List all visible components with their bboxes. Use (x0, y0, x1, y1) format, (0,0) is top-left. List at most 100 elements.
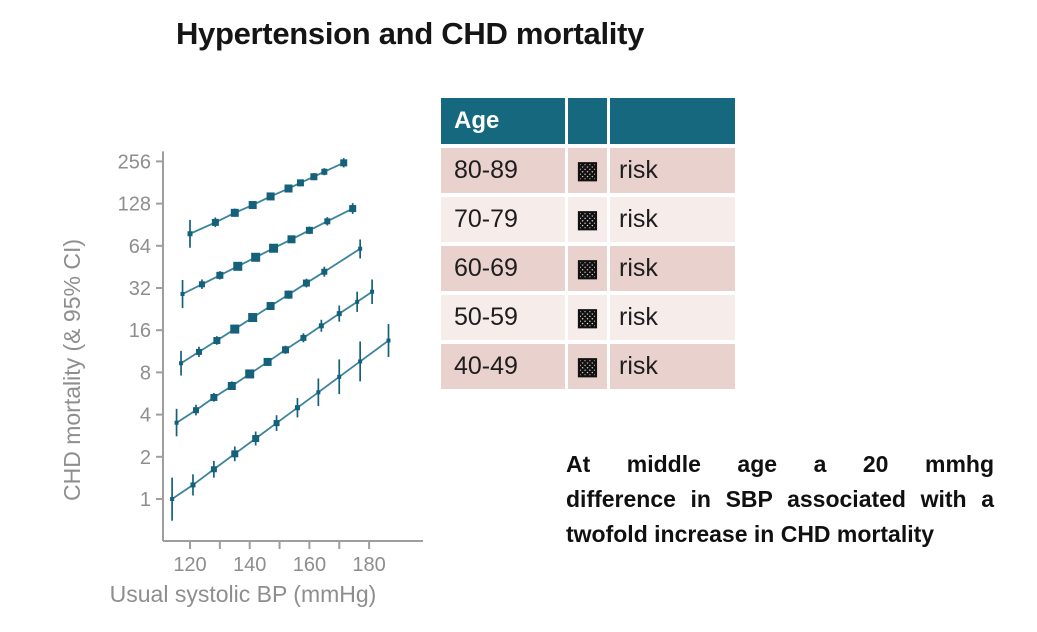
data-point-marker (266, 302, 275, 311)
x-tick-label: 120 (173, 554, 206, 576)
data-point-marker (287, 235, 296, 244)
data-point-marker (180, 291, 185, 296)
risk-cell: risk (610, 344, 735, 389)
data-point-marker (321, 268, 328, 275)
data-point-marker (282, 346, 290, 354)
data-point-marker (252, 435, 260, 443)
y-tick-label: 64 (129, 236, 151, 258)
risk-glyph-icon: ▩ (568, 295, 607, 340)
x-tick-label: 180 (352, 554, 385, 576)
risk-glyph-icon: ▩ (568, 246, 607, 291)
key-message-line: twofold increase in CHD mortality (566, 521, 935, 547)
data-point-marker (370, 289, 375, 294)
data-point-marker (337, 374, 342, 379)
data-point-marker (324, 218, 331, 225)
data-point-marker (316, 390, 321, 395)
key-message-line: At middle age a 20 mmhg (566, 451, 994, 477)
data-point-marker (195, 348, 202, 355)
data-point-marker (213, 337, 221, 345)
data-point-marker (210, 466, 217, 473)
empty-column-header (568, 98, 607, 144)
data-point-marker (284, 290, 293, 299)
age-cell: 70-79 (441, 197, 565, 242)
data-point-marker (284, 184, 293, 193)
x-tick-label: 160 (293, 554, 326, 576)
data-point-marker (211, 218, 219, 226)
age-cell: 80-89 (441, 148, 565, 193)
risk-glyph-icon: ▩ (568, 197, 607, 242)
y-tick-label: 2 (140, 447, 151, 469)
chd-chart-svg: 1 2 4 8 16 32 64 128 256 120 140 160 180 CHD mortalit… (59, 151, 423, 607)
age-cell: 60-69 (441, 246, 565, 291)
series-line (182, 207, 354, 295)
risk-cell: risk (610, 295, 735, 340)
data-point-marker (231, 450, 239, 458)
data-point-marker (190, 482, 196, 488)
data-point-marker (210, 393, 218, 401)
data-point-marker (318, 323, 324, 329)
age-cell: 40-49 (441, 344, 565, 389)
data-point-marker (386, 338, 391, 343)
data-point-marker (305, 226, 313, 234)
data-point-marker (300, 334, 307, 341)
data-point-marker (233, 261, 243, 271)
series-60-69 (179, 239, 363, 376)
series-line (171, 339, 390, 500)
key-message-line: difference in SBP associated with a (566, 486, 994, 512)
series-50-59 (174, 279, 375, 437)
data-point-marker (358, 359, 363, 364)
series-70-79 (180, 203, 357, 309)
data-point-marker (179, 361, 184, 366)
data-point-marker (358, 246, 363, 251)
data-point-marker (340, 159, 348, 167)
risk-cell: risk (610, 148, 735, 193)
series-40-49 (170, 324, 391, 521)
data-point-marker (310, 173, 318, 181)
series-80-89 (187, 158, 348, 248)
x-axis-label: Usual systolic BP (mmHg) (110, 581, 377, 607)
data-point-marker (269, 243, 279, 253)
data-point-marker (294, 405, 300, 411)
data-point-marker (187, 231, 193, 237)
age-table: Age 80-89 ▩ risk 70-79 ▩ risk 60-69 ▩ risk 50-59 ▩ r… (441, 98, 735, 389)
data-point-marker (230, 208, 239, 217)
y-tick-label: 4 (140, 405, 151, 427)
data-point-marker (170, 497, 175, 501)
data-point-marker (216, 271, 224, 279)
data-point-marker (263, 357, 272, 366)
data-point-marker (198, 281, 205, 288)
data-point-marker (321, 168, 328, 175)
risk-glyph-icon: ▩ (568, 344, 607, 389)
risk-cell: risk (610, 197, 735, 242)
data-point-marker (273, 420, 280, 427)
y-axis-label: CHD mortality (& 95% CI) (59, 239, 85, 501)
data-point-marker (266, 192, 275, 201)
y-tick-label: 8 (140, 362, 151, 384)
data-point-marker (174, 420, 179, 425)
key-message: At middle age a 20 mmhg difference in SBP… (566, 447, 994, 552)
data-point-marker (349, 205, 357, 213)
empty-column-header (610, 98, 735, 144)
data-point-marker (245, 369, 255, 379)
series-line (176, 290, 373, 424)
data-point-marker (248, 201, 257, 210)
data-point-marker (227, 381, 236, 390)
data-point-marker (192, 407, 199, 414)
y-tick-label: 1 (140, 489, 151, 511)
y-tick-label: 256 (118, 151, 151, 173)
page-title: Hypertension and CHD mortality (175, 16, 645, 51)
data-point-marker (355, 299, 360, 304)
data-point-marker (251, 252, 261, 262)
data-point-marker (336, 311, 342, 317)
chd-mortality-chart: 1 2 4 8 16 32 64 128 256 120 140 160 180 CHD mortalit… (45, 135, 440, 630)
y-tick-label: 16 (129, 320, 151, 342)
series-line (180, 247, 361, 364)
data-point-marker (230, 324, 240, 334)
risk-cell: risk (610, 246, 735, 291)
risk-glyph-icon: ▩ (568, 148, 607, 193)
x-tick-label: 140 (233, 554, 266, 576)
age-column-header: Age (441, 98, 565, 144)
y-tick-label: 32 (129, 278, 151, 300)
data-point-marker (296, 179, 304, 187)
